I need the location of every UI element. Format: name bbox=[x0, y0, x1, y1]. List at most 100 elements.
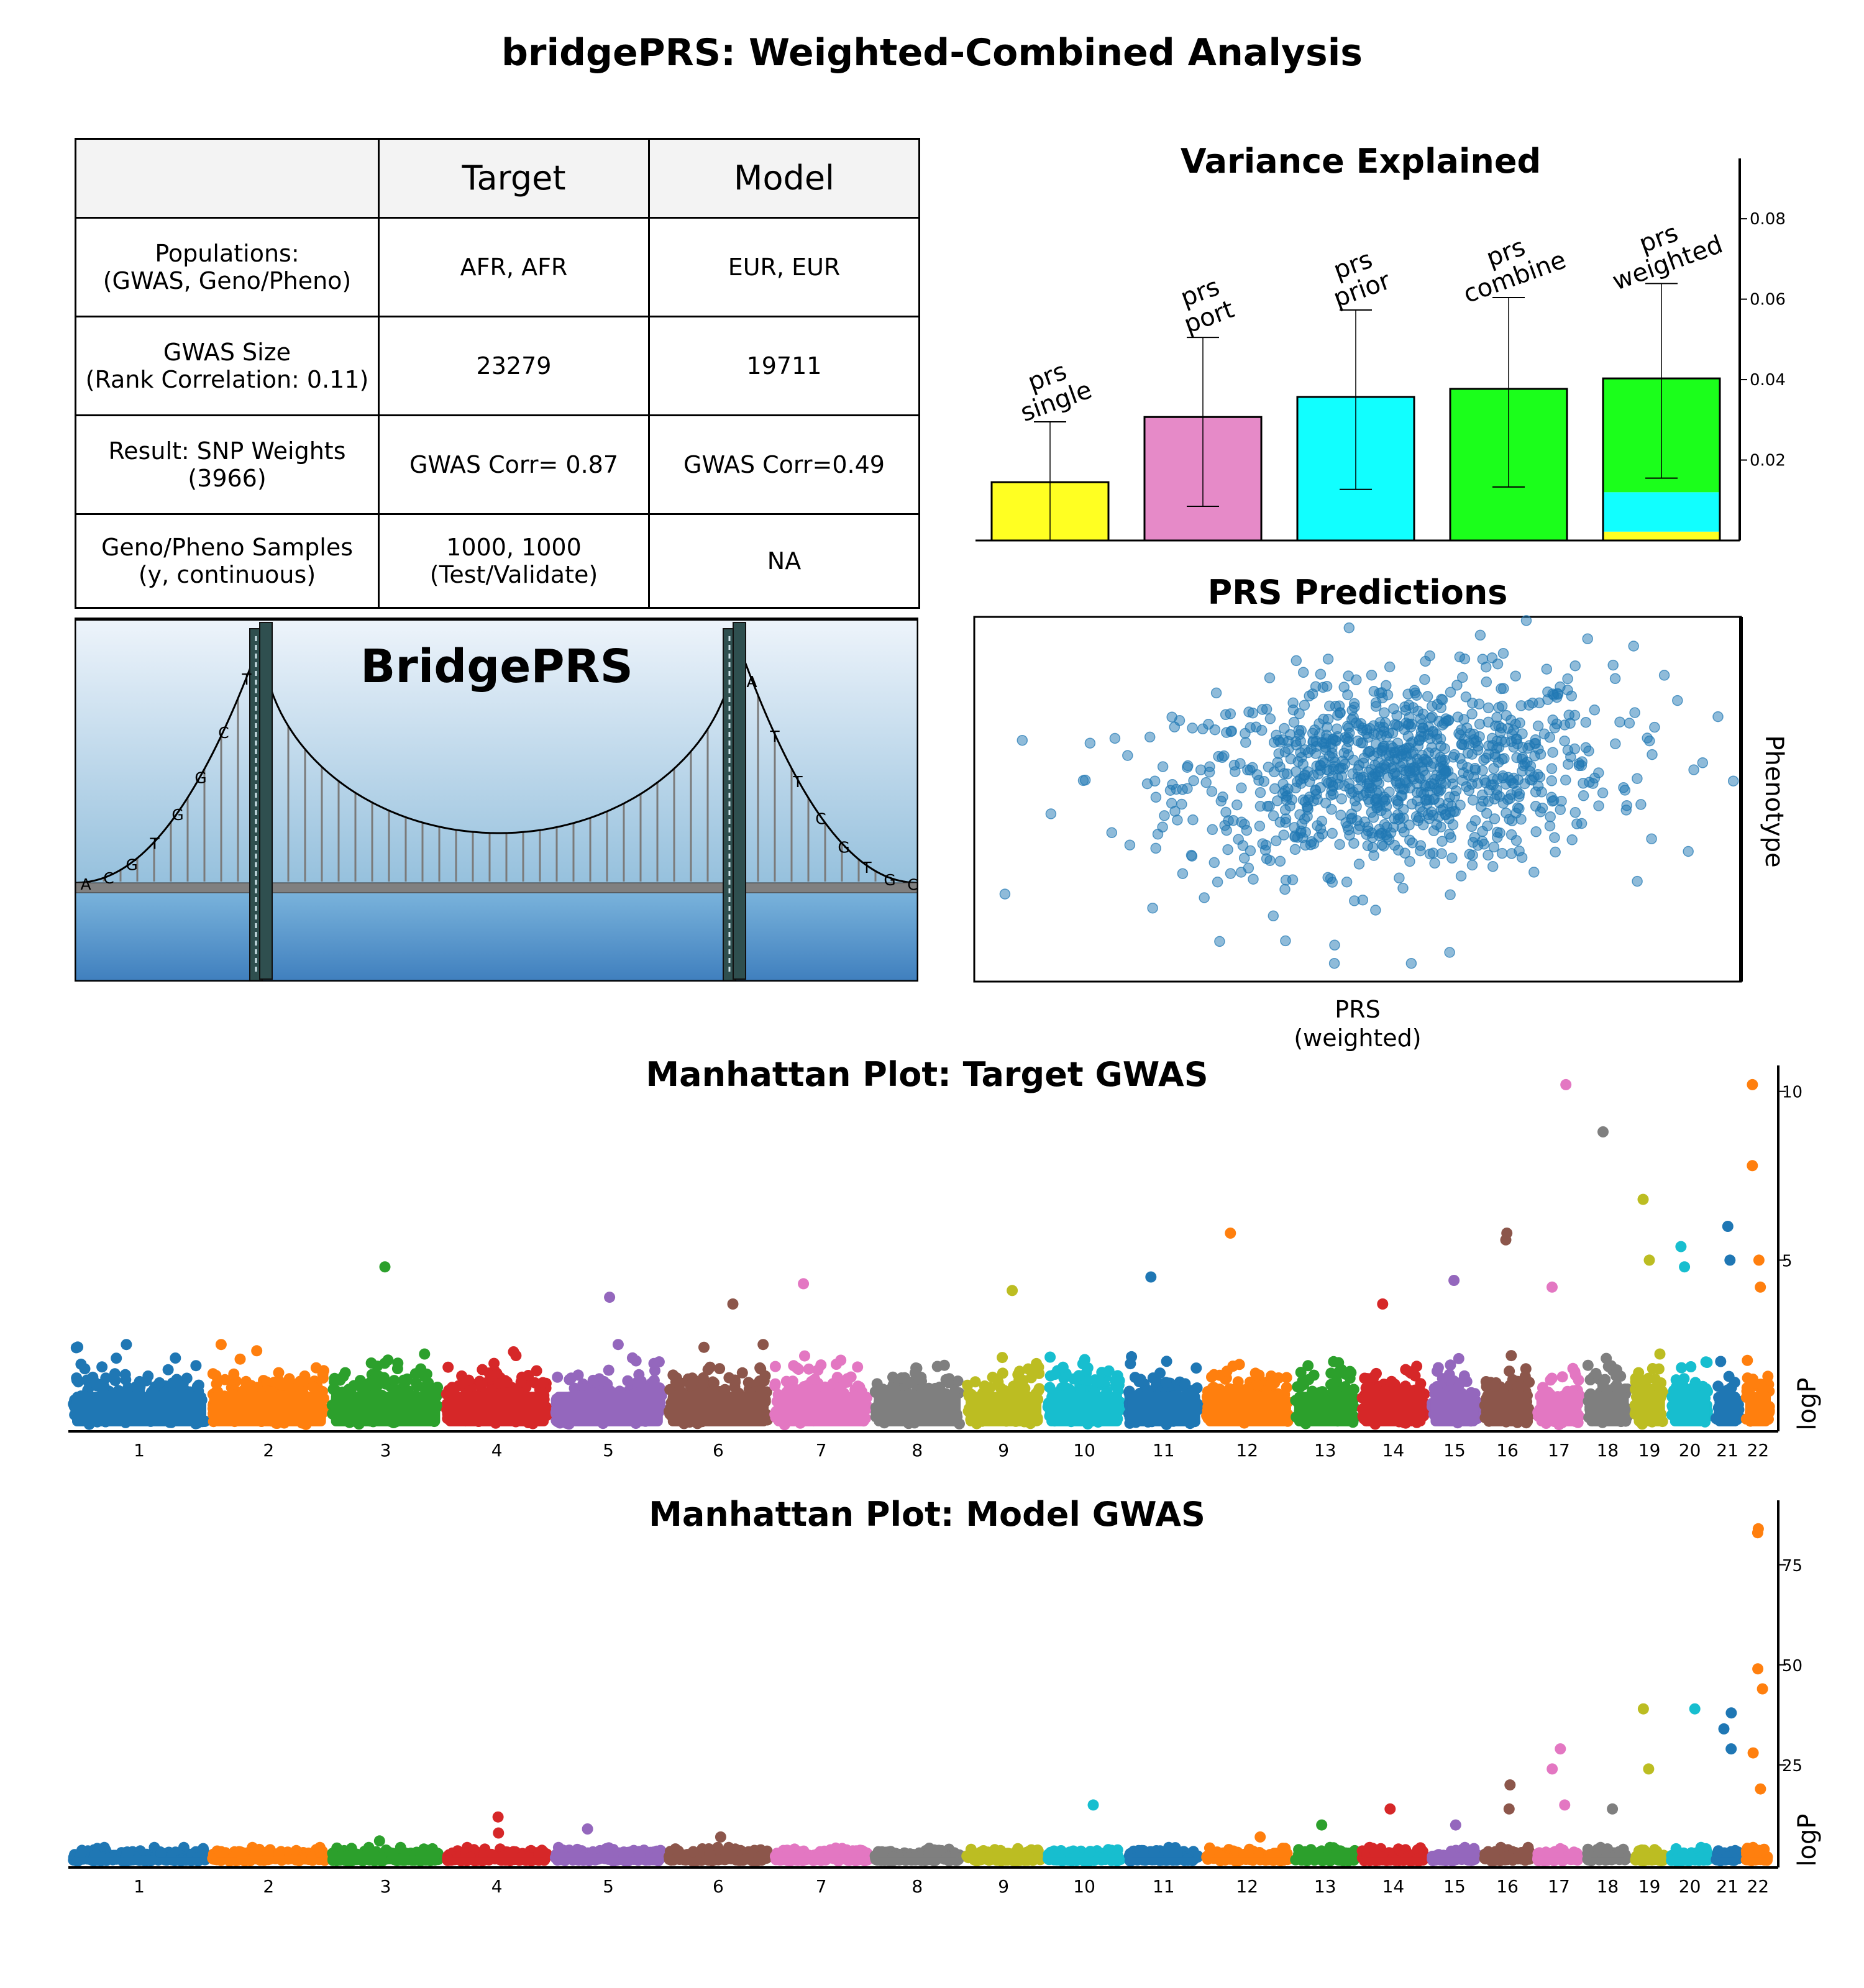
snp-point bbox=[121, 1846, 133, 1858]
scatter-point bbox=[1458, 739, 1469, 750]
snp-point bbox=[738, 1402, 749, 1414]
scatter-point bbox=[1532, 769, 1543, 780]
snp-point bbox=[849, 1384, 861, 1395]
snp-point bbox=[189, 1851, 201, 1863]
scatter-point bbox=[1624, 718, 1635, 729]
snp-point bbox=[512, 1387, 524, 1399]
scatter-point bbox=[1415, 713, 1426, 724]
snp-point bbox=[1393, 1384, 1405, 1395]
scatter-point bbox=[1453, 727, 1464, 739]
scatter-point bbox=[1565, 718, 1576, 729]
snp-point bbox=[157, 1853, 169, 1864]
snp-point bbox=[1208, 1397, 1220, 1409]
scatter-point bbox=[1391, 770, 1402, 782]
snp-point bbox=[124, 1854, 136, 1866]
snp-point bbox=[98, 1395, 109, 1407]
snp-point bbox=[733, 1387, 744, 1399]
scatter-point bbox=[1294, 809, 1305, 820]
snp-point bbox=[1383, 1413, 1395, 1425]
snp-point bbox=[107, 1408, 118, 1420]
snp-point bbox=[613, 1396, 624, 1408]
chromosome-label: 18 bbox=[1597, 1440, 1619, 1461]
snp-point bbox=[112, 1394, 124, 1406]
snp-point bbox=[1741, 1382, 1753, 1393]
chromosome-label: 11 bbox=[1153, 1440, 1175, 1461]
snp-point bbox=[943, 1408, 954, 1420]
snp-point bbox=[898, 1395, 910, 1407]
snp-point bbox=[1645, 1402, 1657, 1413]
snp-point bbox=[1728, 1408, 1740, 1420]
snp-point bbox=[1600, 1415, 1612, 1426]
snp-point bbox=[1570, 1385, 1581, 1397]
snp-point bbox=[442, 1404, 454, 1416]
snp-point bbox=[1746, 1408, 1758, 1419]
snp-point bbox=[830, 1408, 842, 1420]
scatter-point bbox=[1353, 760, 1365, 771]
snp-point bbox=[806, 1375, 818, 1387]
snp-point bbox=[291, 1388, 303, 1400]
snp-point bbox=[1357, 1403, 1368, 1415]
snp-point bbox=[1572, 1389, 1584, 1401]
snp-point bbox=[630, 1355, 642, 1367]
snp-point bbox=[1377, 1397, 1389, 1409]
scatter-point bbox=[1336, 793, 1347, 805]
snp-point bbox=[1163, 1377, 1175, 1389]
snp-point bbox=[1666, 1391, 1678, 1403]
snp-point bbox=[684, 1408, 696, 1420]
snp-point bbox=[541, 1410, 553, 1421]
snp-point bbox=[1244, 1404, 1256, 1416]
snp-point bbox=[355, 1407, 367, 1419]
snp-point bbox=[597, 1387, 609, 1399]
scatter-point bbox=[1363, 780, 1375, 791]
scatter-point bbox=[1642, 732, 1653, 744]
snp-point bbox=[1407, 1398, 1419, 1410]
snp-point bbox=[83, 1849, 94, 1861]
snp-point bbox=[692, 1418, 703, 1429]
snp-point bbox=[633, 1411, 644, 1423]
snp-point bbox=[178, 1389, 190, 1401]
snp-point bbox=[1393, 1416, 1405, 1428]
scatter-point bbox=[1405, 721, 1417, 732]
snp-point bbox=[1694, 1386, 1706, 1398]
snp-point bbox=[1561, 1386, 1573, 1398]
snp-point bbox=[520, 1377, 532, 1389]
snp-point bbox=[160, 1403, 171, 1415]
scatter-point bbox=[1247, 707, 1259, 719]
snp-point bbox=[524, 1410, 536, 1421]
snp-point bbox=[873, 1403, 885, 1415]
snp-point bbox=[1397, 1405, 1409, 1416]
snp-point bbox=[81, 1405, 93, 1416]
snp-point bbox=[1727, 1400, 1738, 1411]
bar bbox=[1143, 416, 1263, 542]
snp-point bbox=[529, 1414, 541, 1426]
snp-point bbox=[930, 1382, 941, 1394]
snp-point bbox=[303, 1400, 315, 1411]
snp-point bbox=[315, 1392, 327, 1403]
snp-point bbox=[941, 1392, 953, 1404]
scatter-point bbox=[1407, 762, 1419, 774]
scatter-point bbox=[1546, 791, 1557, 803]
snp-point bbox=[1513, 1382, 1524, 1393]
snp-point bbox=[400, 1405, 411, 1416]
snp-point bbox=[135, 1853, 147, 1864]
snp-point bbox=[302, 1398, 314, 1410]
snp-point bbox=[392, 1357, 404, 1369]
snp-point bbox=[1618, 1411, 1630, 1423]
snp-point bbox=[639, 1415, 651, 1427]
scatter-point bbox=[1327, 828, 1338, 839]
snp-point bbox=[208, 1416, 219, 1428]
target-cell: 23279 bbox=[378, 316, 650, 416]
snp-point bbox=[1032, 1393, 1044, 1405]
snp-point bbox=[102, 1400, 114, 1412]
snp-point bbox=[688, 1395, 699, 1407]
snp-point bbox=[644, 1399, 656, 1411]
snp-point bbox=[1748, 1410, 1760, 1421]
snp-point bbox=[1262, 1401, 1274, 1413]
snp-point bbox=[1399, 1417, 1410, 1429]
snp-point bbox=[93, 1400, 105, 1411]
snp-point bbox=[786, 1407, 798, 1418]
snp-point bbox=[886, 1395, 898, 1407]
snp-point bbox=[1217, 1403, 1228, 1415]
snp-point bbox=[1066, 1390, 1077, 1402]
scatter-point bbox=[1397, 882, 1409, 894]
